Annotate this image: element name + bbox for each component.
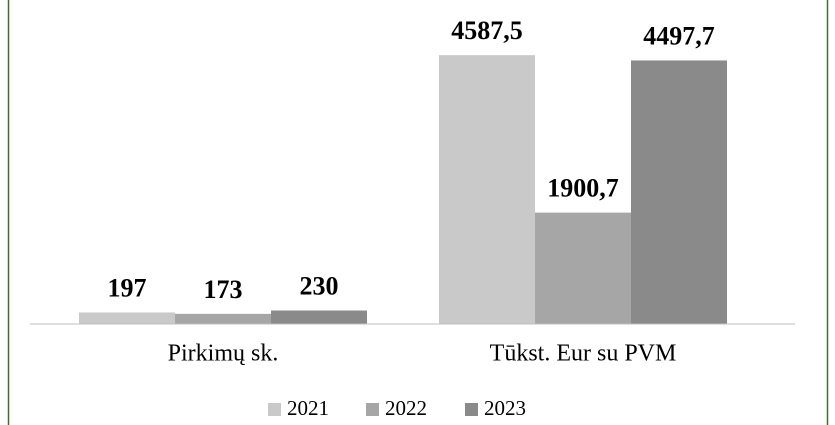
bar bbox=[439, 55, 535, 325]
legend-label: 2021 bbox=[287, 396, 329, 420]
legend-swatch bbox=[268, 403, 281, 416]
bar bbox=[271, 310, 367, 324]
legend-label: 2022 bbox=[385, 396, 427, 420]
bar bbox=[631, 60, 727, 324]
legend-label: 2023 bbox=[484, 396, 526, 420]
data-label: 173 bbox=[204, 275, 243, 304]
data-label: 197 bbox=[108, 273, 147, 302]
data-label: 230 bbox=[300, 271, 339, 300]
legend-swatch bbox=[465, 403, 478, 416]
bar bbox=[535, 212, 631, 324]
bar bbox=[79, 312, 175, 324]
data-label: 1900,7 bbox=[547, 174, 619, 203]
legend-swatch bbox=[366, 403, 379, 416]
x-tick-label: Tūkst. Eur su PVM bbox=[490, 341, 677, 367]
data-label: 4587,5 bbox=[451, 16, 523, 45]
data-label: 4497,7 bbox=[643, 21, 715, 50]
bar bbox=[175, 313, 271, 324]
x-tick-label: Pirkimų sk. bbox=[168, 341, 279, 367]
